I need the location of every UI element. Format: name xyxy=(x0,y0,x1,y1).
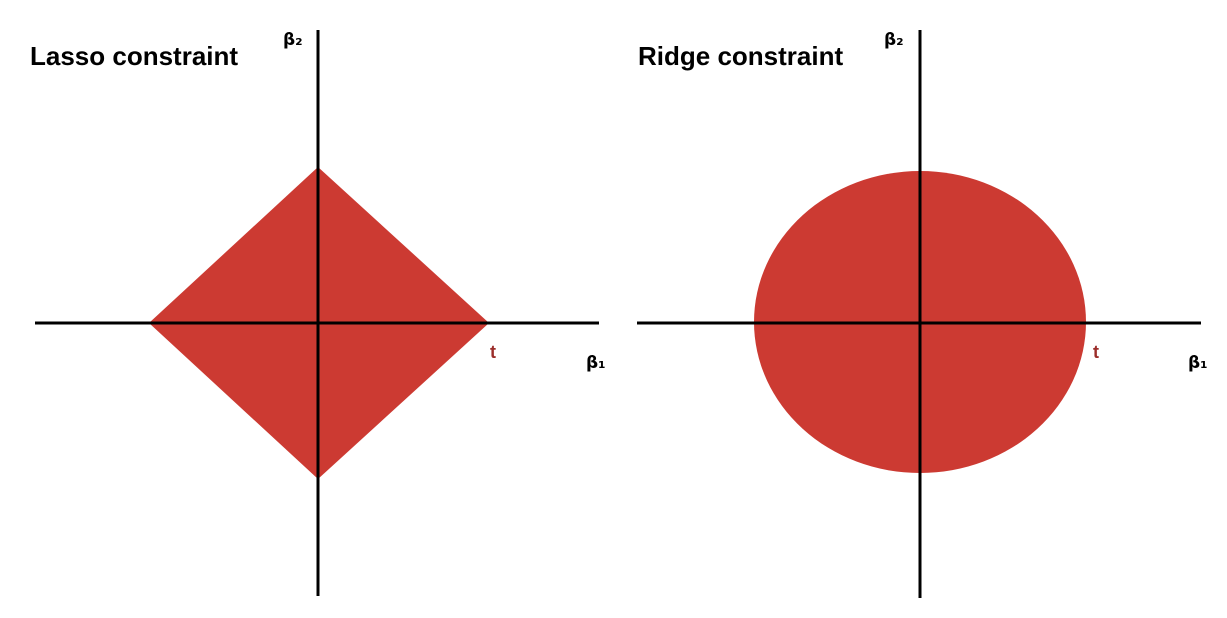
ridge-x-axis-label: β₁ xyxy=(1188,353,1208,373)
ridge-y-axis-label: β₂ xyxy=(884,30,904,50)
ridge-title: Ridge constraint xyxy=(638,41,843,71)
lasso-panel: Lasso constraint β₂ β₁ t xyxy=(30,30,606,596)
lasso-title: Lasso constraint xyxy=(30,41,238,71)
ridge-panel: Ridge constraint β₂ β₁ t xyxy=(637,30,1208,598)
lasso-t-label: t xyxy=(490,342,496,362)
lasso-x-axis-label: β₁ xyxy=(586,353,606,373)
lasso-y-axis-label: β₂ xyxy=(283,30,303,50)
ridge-t-label: t xyxy=(1093,342,1099,362)
